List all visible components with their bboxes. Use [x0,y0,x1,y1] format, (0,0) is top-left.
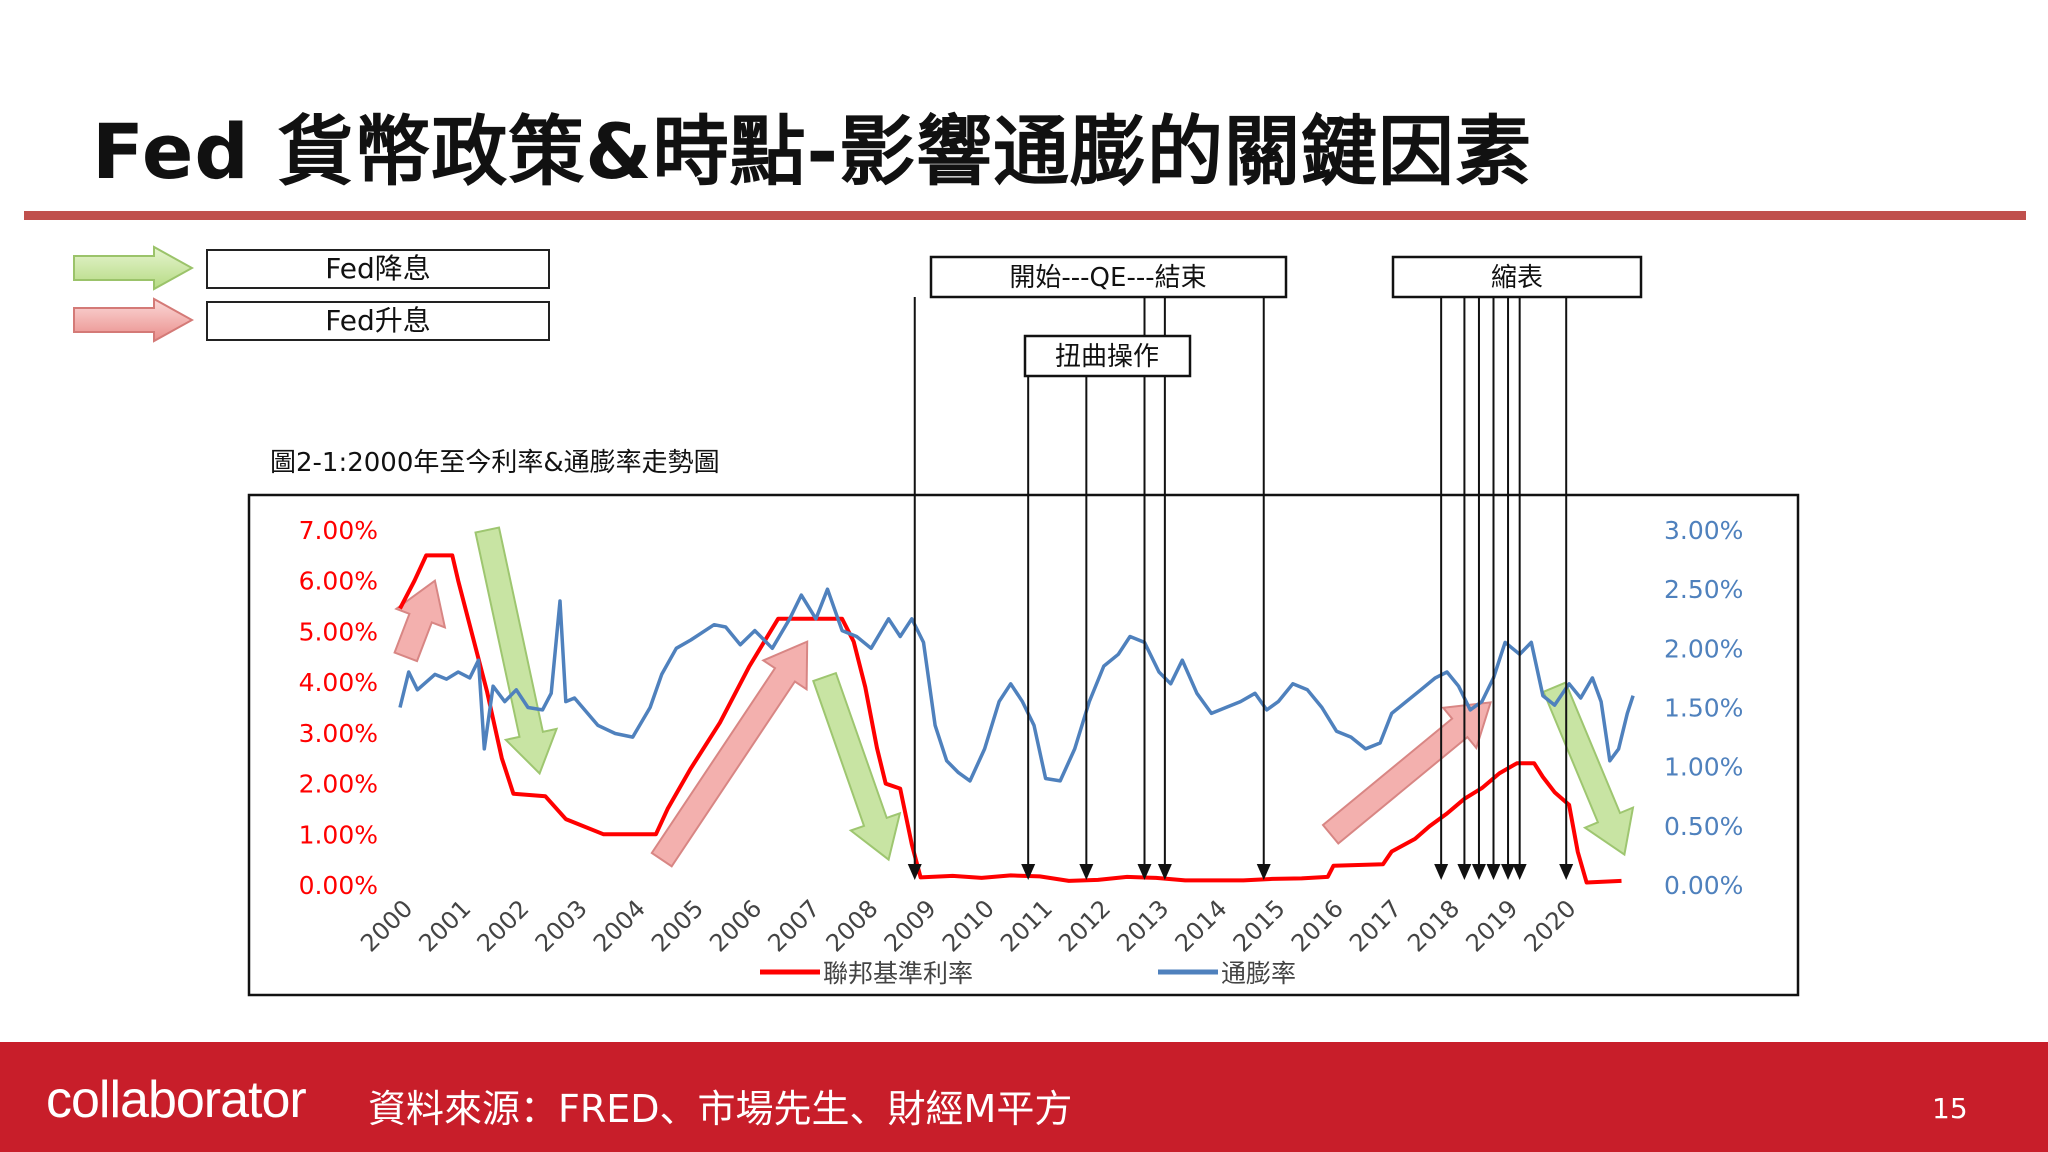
y-right-tick-label: 1.00% [1664,753,1743,782]
cut-policy-arrow [474,526,559,776]
taper-label-box [1391,255,1643,299]
inflation-line [398,587,1635,783]
y-left-tick-label: 4.00% [299,668,378,697]
footer-logo: collaborator [46,1071,307,1129]
event-marker-arrowhead [1512,864,1527,880]
event-marker-arrowhead [1157,864,1172,880]
event-marker-arrowhead [1256,864,1271,880]
title-rule [24,211,2026,220]
twist-label-box [1023,334,1192,378]
taper-label: 縮表 [1491,263,1543,293]
footer-source: 資料來源：FRED、市場先生、財經M平方 [368,1087,1073,1131]
qe-label: 開始---QE---結束 [1009,263,1206,293]
cut-policy-arrow [812,671,902,862]
y-left-tick-label: 0.00% [299,871,378,900]
footer-bar [0,1042,2048,1152]
cut-arrow-icon [73,245,194,291]
event-marker-arrowhead [1021,864,1036,880]
event-marker-arrowhead [1434,864,1449,880]
event-marker-arrowhead [907,864,922,880]
qe-label-box [929,255,1288,299]
y-right-tick-label: 2.00% [1664,634,1743,663]
event-marker-arrowhead [1471,864,1486,880]
legend-fed-rate-label: 聯邦基準利率 [823,959,973,988]
y-right-tick-label: 2.50% [1664,575,1743,604]
y-right-tick-label: 0.50% [1664,812,1743,841]
chart-caption: 圖2-1:2000年至今利率&通膨率走勢圖 [270,448,720,478]
hike-policy-arrow [650,640,809,868]
event-marker-arrowhead [1457,864,1472,880]
y-left-tick-label: 7.00% [299,516,378,545]
event-marker-arrowhead [1501,864,1516,880]
y-left-tick-label: 5.00% [299,617,378,646]
slide-title: Fed 貨幣政策&時點-影響通膨的關鍵因素 [92,107,1533,196]
twist-label: 扭曲操作 [1055,342,1159,372]
legend-inflation-label: 通膨率 [1221,959,1296,988]
event-marker-arrowhead [1079,864,1094,880]
y-right-tick-label: 3.00% [1664,516,1743,545]
page-number: 15 [1932,1092,1968,1125]
event-marker-arrowhead [1559,864,1574,880]
fed-rate-line [398,553,1622,885]
event-marker-arrowhead [1137,864,1152,880]
event-marker-arrowhead [1486,864,1501,880]
hike-policy-arrow [393,578,447,663]
y-left-tick-label: 1.00% [299,820,378,849]
y-right-tick-label: 0.00% [1664,871,1743,900]
legend-hike-label: Fed升息 [206,301,550,341]
hike-arrow-icon [73,297,194,343]
y-left-tick-label: 3.00% [299,719,378,748]
y-left-tick-label: 2.00% [299,770,378,799]
y-right-tick-label: 1.50% [1664,694,1743,723]
chart-canvas: 0.00% 1.00% 2.00% 3.00% 4.00% 5.00% 6.00% 7.00%… [247,255,1800,997]
y-left-tick-label: 6.00% [299,567,378,596]
legend-cut-label: Fed降息 [206,249,550,289]
